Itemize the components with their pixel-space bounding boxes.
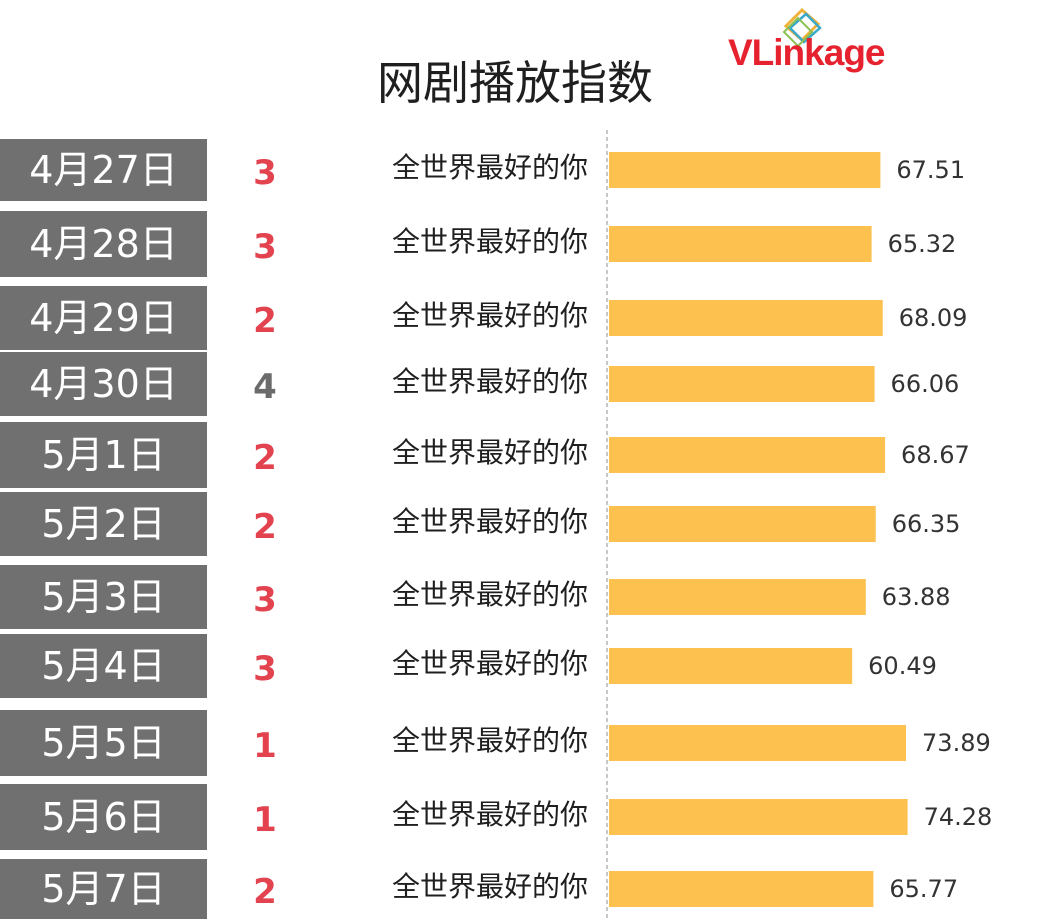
date-label: 5月2日 bbox=[0, 492, 207, 556]
vlinkage-logo: VLinkage bbox=[724, 4, 924, 74]
data-label: 66.35 bbox=[891, 510, 961, 538]
rank-number: 3 bbox=[253, 649, 277, 689]
bar bbox=[609, 725, 907, 761]
date-label: 4月29日 bbox=[0, 286, 207, 350]
bar bbox=[609, 579, 866, 615]
rank-number: 2 bbox=[253, 301, 277, 341]
category-label: 全世界最好的你 bbox=[391, 505, 588, 538]
bar bbox=[609, 152, 881, 188]
data-label: 63.88 bbox=[881, 583, 951, 611]
data-label: 73.89 bbox=[922, 729, 991, 757]
data-label: 67.51 bbox=[896, 156, 966, 184]
bar bbox=[609, 871, 874, 907]
category-label: 全世界最好的你 bbox=[391, 578, 588, 611]
date-label: 5月7日 bbox=[0, 859, 207, 919]
rank-number: 2 bbox=[253, 872, 277, 912]
rank-number: 2 bbox=[253, 438, 277, 478]
category-label: 全世界最好的你 bbox=[391, 647, 588, 680]
category-label: 全世界最好的你 bbox=[391, 365, 588, 398]
date-label: 4月28日 bbox=[0, 211, 207, 277]
date-label: 5月6日 bbox=[0, 784, 207, 850]
bar bbox=[609, 799, 908, 835]
bar bbox=[609, 300, 883, 336]
category-label: 全世界最好的你 bbox=[391, 299, 588, 332]
bar bbox=[609, 366, 875, 402]
category-label: 全世界最好的你 bbox=[391, 436, 588, 469]
date-label: 4月30日 bbox=[0, 352, 207, 416]
bar bbox=[609, 226, 872, 262]
date-label: 5月1日 bbox=[0, 422, 207, 488]
rank-number: 2 bbox=[253, 507, 277, 547]
data-label: 68.09 bbox=[898, 304, 968, 332]
logo-wordmark: VLinkage bbox=[728, 34, 885, 71]
data-label: 65.77 bbox=[889, 875, 959, 903]
category-label: 全世界最好的你 bbox=[391, 870, 588, 903]
category-label: 全世界最好的你 bbox=[391, 724, 588, 757]
data-label: 60.49 bbox=[868, 652, 937, 680]
category-label: 全世界最好的你 bbox=[391, 798, 588, 831]
data-label: 74.28 bbox=[923, 803, 993, 831]
date-label: 5月4日 bbox=[0, 634, 207, 698]
category-label: 全世界最好的你 bbox=[391, 151, 588, 184]
rank-number: 4 bbox=[253, 367, 277, 407]
bar bbox=[609, 648, 853, 684]
rank-number: 1 bbox=[253, 800, 277, 840]
chart-title: 网剧播放指数 bbox=[377, 56, 653, 110]
logo-text: VLinkage bbox=[728, 32, 885, 73]
rank-number: 1 bbox=[253, 726, 277, 766]
rank-number: 3 bbox=[253, 153, 277, 193]
date-label: 4月27日 bbox=[0, 139, 207, 201]
category-label: 全世界最好的你 bbox=[391, 225, 588, 258]
bar bbox=[609, 437, 886, 473]
data-label: 68.67 bbox=[901, 441, 970, 469]
bar bbox=[609, 506, 876, 542]
data-label: 66.06 bbox=[890, 370, 960, 398]
data-label: 65.32 bbox=[887, 230, 957, 258]
date-label: 5月3日 bbox=[0, 565, 207, 629]
date-label: 5月5日 bbox=[0, 710, 207, 776]
rank-number: 3 bbox=[253, 580, 277, 620]
logo-mark-icon bbox=[782, 7, 822, 48]
rank-number: 3 bbox=[253, 227, 277, 267]
